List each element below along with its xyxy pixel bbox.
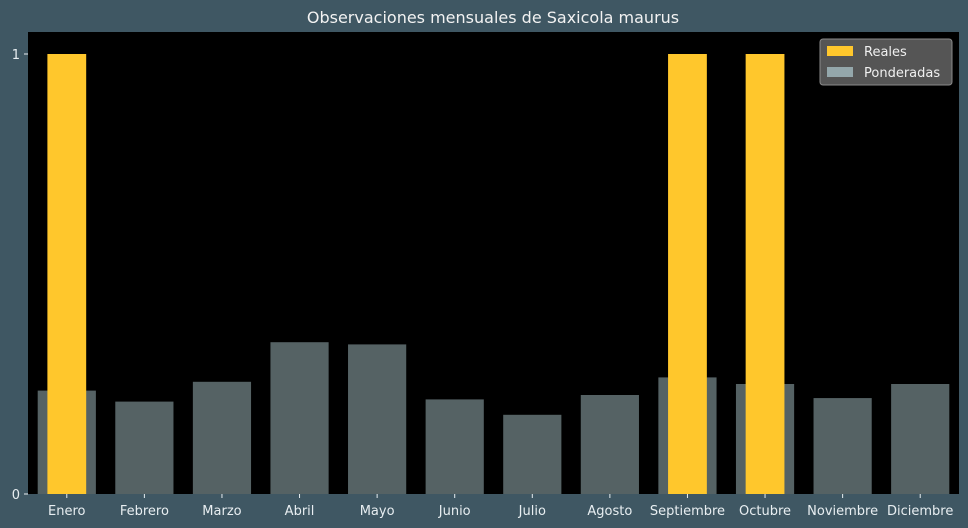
bar-reales-enero [47, 54, 87, 494]
bars-ponderadas [37, 342, 950, 494]
bar-reales-octubre [745, 54, 785, 494]
x-tick-label: Marzo [202, 504, 241, 519]
chart-title: Observaciones mensuales de Saxicola maur… [307, 8, 679, 27]
x-axis: Enero Febrero Marzo Abril Mayo Junio Julio Agos… [48, 494, 953, 519]
y-tick-label: 0 [12, 488, 20, 503]
x-tick-label: Diciembre [887, 504, 953, 519]
bar-reales-septiembre [668, 54, 707, 494]
x-tick-label: Agosto [587, 504, 632, 519]
bar-ponderadas-febrero [115, 401, 174, 494]
bar-ponderadas-julio [503, 414, 562, 494]
x-tick-label: Octubre [739, 504, 791, 519]
bar-ponderadas-abril [270, 342, 329, 494]
bar-ponderadas-junio [425, 399, 484, 494]
x-tick-label: Febrero [120, 504, 169, 519]
x-tick-label: Julio [518, 504, 546, 519]
x-tick-label: Abril [285, 504, 315, 519]
bar-ponderadas-marzo [192, 381, 252, 494]
legend-swatch-reales [827, 46, 853, 56]
y-tick-label: 1 [12, 48, 20, 63]
x-tick-label: Mayo [360, 504, 395, 519]
bar-ponderadas-agosto [580, 395, 639, 494]
bar-ponderadas-mayo [348, 344, 407, 494]
legend-swatch-ponderadas [827, 67, 853, 77]
bar-ponderadas-diciembre [891, 384, 950, 494]
legend-label-ponderadas: Ponderadas [864, 66, 940, 81]
x-tick-label: Enero [48, 504, 86, 519]
legend-label-reales: Reales [864, 45, 907, 60]
y-axis: 01 [12, 48, 28, 503]
x-tick-label: Noviembre [807, 504, 878, 519]
bar-ponderadas-noviembre [813, 398, 872, 494]
x-tick-label: Septiembre [650, 504, 725, 519]
bars-reales [47, 54, 785, 494]
legend: Reales Ponderadas [819, 38, 953, 86]
plot-area [28, 32, 959, 494]
x-tick-label: Junio [438, 504, 471, 519]
